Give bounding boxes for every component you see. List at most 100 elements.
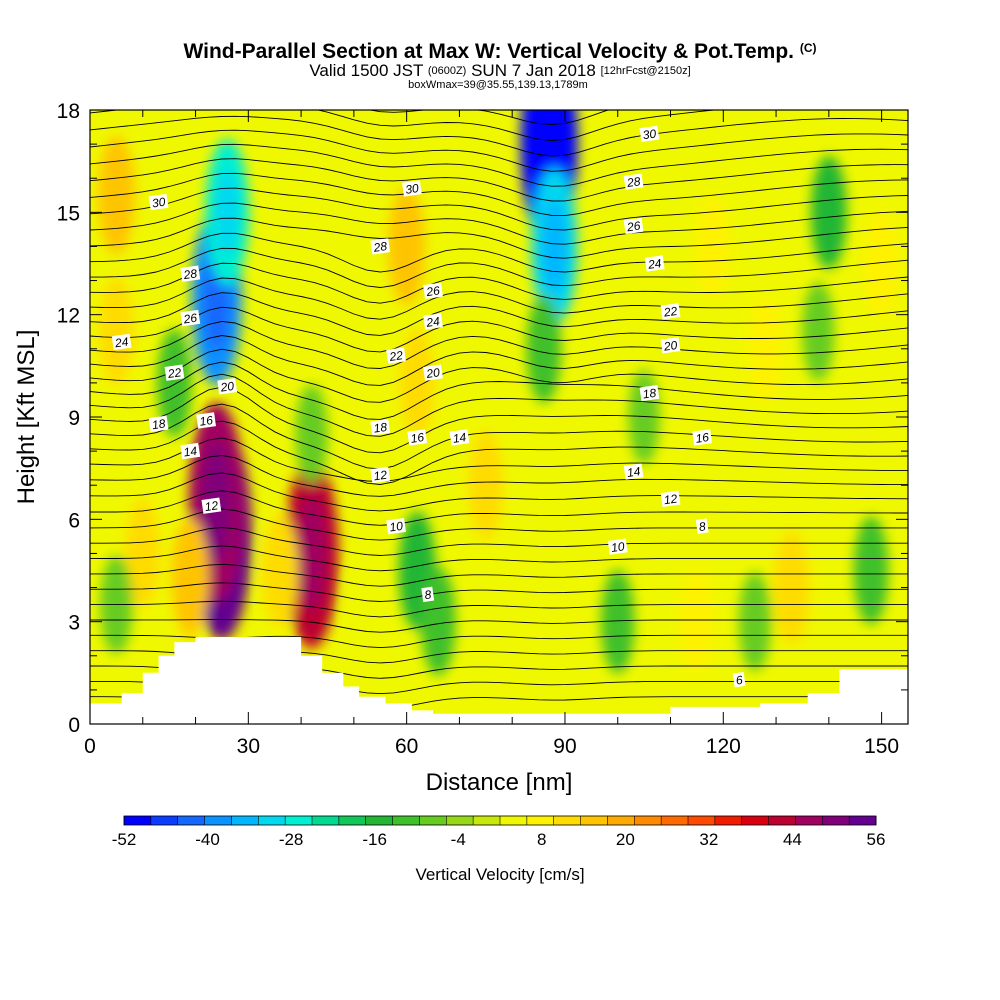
colorbar-tick-label: 8 [537, 830, 546, 849]
theta-contour-line [90, 306, 908, 353]
velocity-cell [526, 294, 562, 404]
velocity-cell [696, 196, 729, 297]
theta-label-bg [402, 180, 422, 197]
y-axis-label: Height [Kft MSL] [13, 330, 40, 505]
x-tick-label: 90 [553, 735, 576, 758]
theta-contour-line [90, 158, 908, 202]
velocity-cell [802, 282, 835, 382]
theta-label-text: 12 [204, 498, 219, 514]
colorbar-tick-label: -28 [279, 830, 304, 849]
theta-label-bg [695, 518, 709, 534]
theta-label: 20 [660, 337, 681, 354]
theta-contour-line [90, 582, 908, 602]
theta-label-text: 16 [199, 413, 214, 429]
theta-label-bg [370, 238, 391, 255]
colorbar-tick-label: -4 [451, 830, 466, 849]
theta-label-text: 22 [662, 304, 678, 320]
theta-label: 30 [639, 125, 660, 142]
x-tick-label: 120 [706, 735, 741, 758]
x-axis-label: Distance [nm] [426, 769, 573, 796]
theta-contour-line [90, 232, 908, 273]
theta-contour-line [90, 420, 908, 485]
theta-label-text: 16 [410, 430, 425, 446]
box-info: boxWmax=39@35.55,139.13,1789m [408, 79, 588, 91]
theta-label-bg [148, 193, 169, 211]
theta-contour-line [90, 202, 908, 245]
y-tick-label: 6 [68, 509, 80, 532]
theta-label: 28 [180, 265, 201, 282]
colorbar-swatch [607, 816, 635, 825]
colorbar-swatch [553, 816, 581, 825]
theta-label-text: 26 [182, 311, 198, 327]
theta-label-bg [644, 255, 665, 272]
colorbar-swatch [580, 816, 608, 825]
velocity-cell [468, 430, 504, 540]
theta-label: 24 [111, 333, 132, 351]
title-block: Wind-Parallel Section at Max W: Vertical… [0, 36, 1000, 91]
velocity-cell-core [541, 199, 568, 294]
theta-label-text: 8 [698, 519, 707, 534]
y-tick-label: 15 [57, 202, 80, 225]
theta-label: 26 [180, 309, 201, 327]
colorbar-swatch [419, 816, 447, 825]
velocity-cell [125, 499, 161, 608]
theta-label-bg [607, 538, 628, 555]
theta-label-bg [421, 586, 435, 603]
theta-contour-line [90, 262, 908, 304]
colorbar-swatch [526, 816, 555, 825]
theta-contour-line [90, 361, 908, 420]
theta-contour-line [90, 472, 908, 512]
theta-contour-line [90, 619, 908, 633]
theta-label-text: 6 [735, 673, 744, 688]
theta-label-text: 30 [151, 195, 166, 211]
theta-label-bg [407, 429, 428, 446]
chart-title: Wind-Parallel Section at Max W: Vertical… [0, 36, 1000, 64]
theta-label: 16 [407, 429, 428, 446]
theta-label-bg [111, 333, 132, 351]
theta-contour-line [90, 437, 908, 482]
colorbar-swatch [849, 816, 877, 825]
theta-contour-line [90, 110, 719, 141]
theta-contour-line [90, 527, 908, 556]
theta-label: 8 [695, 518, 709, 534]
velocity-cell [295, 384, 328, 484]
colorbar-tick-label: -52 [112, 830, 137, 849]
theta-label: 28 [623, 173, 644, 190]
x-tick-label: 60 [395, 735, 418, 758]
colorbar-swatch [741, 816, 769, 825]
theta-label-text: 16 [695, 430, 710, 446]
velocity-cell [864, 211, 899, 316]
theta-label-text: 14 [626, 464, 641, 480]
theta-label-bg [660, 490, 681, 508]
colorbar-swatch [500, 816, 528, 825]
theta-label-text: 14 [183, 444, 198, 460]
theta-contour-line [90, 403, 908, 470]
theta-label-text: 26 [625, 219, 641, 235]
theta-contour-line [90, 172, 908, 217]
velocity-cell [680, 569, 714, 674]
theta-label-bg [180, 265, 201, 282]
velocity-cell [853, 516, 889, 625]
colorbar-tick-label: 56 [867, 830, 886, 849]
theta-label-text: 12 [663, 491, 678, 507]
theta-label: 28 [370, 238, 391, 255]
theta-label-bg [370, 419, 391, 436]
theta-label: 10 [607, 538, 628, 555]
theta-label-bg [449, 429, 470, 446]
theta-label: 22 [164, 364, 185, 381]
theta-contour-line [90, 490, 908, 526]
theta-contour-line [90, 373, 908, 437]
y-tick-label: 0 [68, 714, 80, 737]
theta-label-bg [148, 415, 169, 433]
theta-label: 16 [692, 429, 713, 446]
theta-label-bg [386, 517, 406, 535]
theta-label-bg [201, 497, 222, 514]
theta-contour-line [90, 335, 908, 386]
colorbar-tick-label: -16 [362, 830, 387, 849]
theta-label-bg [692, 429, 713, 446]
theta-contour-line [90, 143, 908, 187]
theta-label-text: 20 [425, 365, 441, 381]
theta-label-bg [732, 671, 746, 688]
